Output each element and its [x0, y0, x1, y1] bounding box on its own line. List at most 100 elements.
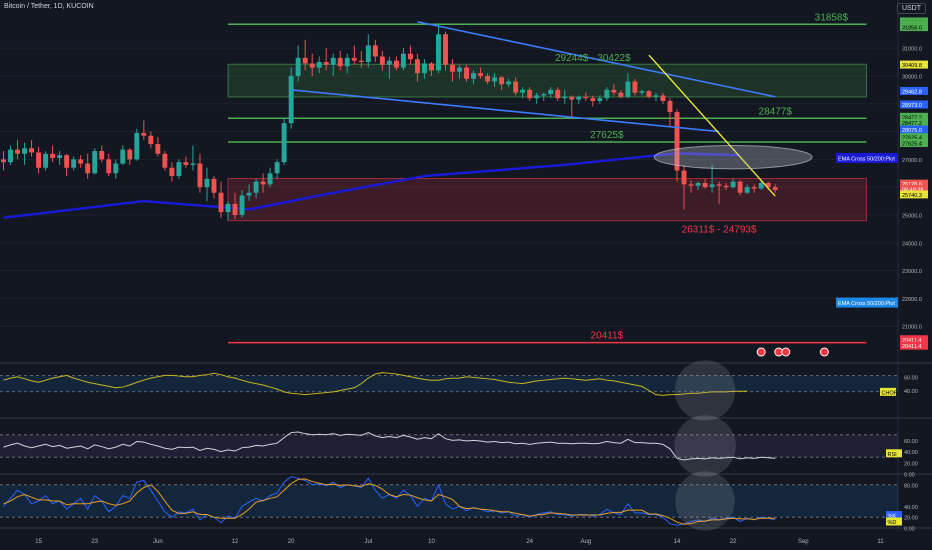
candle — [127, 149, 133, 160]
candle — [50, 153, 56, 158]
candle — [155, 144, 161, 154]
candle — [358, 60, 364, 63]
candle — [218, 192, 224, 213]
price-tick: 23000.0 — [902, 269, 922, 275]
candle — [653, 95, 659, 97]
time-tick: 12 — [232, 539, 239, 545]
candle — [267, 173, 273, 185]
candle — [302, 57, 308, 64]
price-label-bg — [900, 335, 928, 344]
candle — [393, 60, 399, 68]
candle — [429, 63, 434, 71]
candle — [492, 77, 498, 82]
ema-label-2: EMA Cross 50/200:Plot — [838, 301, 895, 307]
candle — [660, 95, 666, 101]
price-label: 28075.0 — [902, 128, 922, 134]
candle — [499, 77, 505, 85]
ema-label-2-bg — [836, 297, 898, 308]
price-label: 27625.4 — [902, 141, 922, 147]
candle — [71, 159, 77, 168]
candle — [169, 167, 175, 177]
price-label-bg — [900, 341, 928, 350]
candle — [730, 181, 736, 188]
stoch-tick: 40.00 — [904, 505, 918, 511]
candle — [330, 57, 336, 65]
candle — [386, 60, 392, 65]
time-tick: 15 — [35, 539, 42, 545]
time-tick: Sep — [798, 539, 809, 545]
time-tick: 20 — [288, 539, 295, 545]
price-label: 28477.2 — [902, 121, 922, 127]
price-tick: 30000.0 — [902, 74, 922, 80]
candle — [323, 62, 329, 65]
level-label-3: 20411$ — [591, 331, 624, 342]
candle — [92, 151, 98, 174]
time-tick: 24 — [526, 539, 533, 545]
d-tag-bg — [886, 517, 902, 526]
highlight-ellipse — [653, 144, 813, 170]
stoch-tick: 20.00 — [904, 516, 918, 522]
event-icon — [756, 347, 766, 357]
candle — [443, 34, 448, 65]
price-label-bg — [900, 112, 928, 121]
candle — [548, 89, 554, 95]
candle — [344, 57, 350, 67]
candle — [29, 148, 35, 153]
candle — [36, 152, 42, 168]
time-tick: 10 — [428, 539, 435, 545]
candle — [190, 163, 196, 165]
chop-line — [3, 372, 748, 396]
candle — [148, 135, 154, 145]
candle — [758, 183, 764, 189]
candle — [562, 96, 568, 99]
time-tick: Aug — [580, 539, 591, 545]
candle — [351, 57, 357, 61]
rsi-highlight — [674, 415, 736, 477]
candle — [197, 163, 203, 188]
price-label: 26128.6 — [902, 182, 922, 188]
candle — [765, 183, 771, 188]
candle — [702, 183, 708, 188]
ema-label-bg — [836, 152, 898, 163]
candle — [632, 81, 638, 93]
candle — [64, 155, 70, 168]
stoch-tick: 0.00 — [904, 527, 915, 533]
currency-button[interactable]: USDT — [896, 3, 926, 14]
candle — [379, 56, 385, 65]
candle — [414, 59, 420, 74]
candle — [555, 89, 561, 99]
chop-tag: CHOP — [882, 390, 898, 396]
price-tick: 22000.0 — [902, 297, 922, 303]
candle — [281, 123, 287, 163]
candle — [723, 185, 729, 188]
stoch-tick: 80.00 — [904, 483, 918, 489]
candle — [253, 181, 259, 193]
chop-highlight — [674, 360, 736, 421]
candle — [464, 67, 469, 79]
candle — [611, 89, 617, 93]
candle — [176, 162, 182, 177]
price-tick: 24000.0 — [902, 241, 922, 247]
price-label: 28477.2 — [902, 115, 922, 121]
zone-label-0: 29244$ - 30422$ — [555, 53, 631, 64]
candle — [106, 159, 112, 174]
time-tick: Jun — [153, 539, 163, 545]
price-label-bg — [900, 23, 928, 32]
candle — [309, 63, 315, 68]
candle — [646, 91, 652, 97]
candle — [485, 75, 491, 82]
candle — [8, 149, 13, 163]
candle — [695, 183, 701, 186]
candle — [436, 34, 441, 71]
candle — [239, 195, 245, 215]
price-tick: 25000.0 — [902, 213, 922, 219]
time-tick: Jul — [364, 539, 372, 545]
symbol-title: Bitcoin / Tether, 1D, KUCOIN — [4, 3, 94, 10]
candle — [604, 89, 610, 99]
candle — [639, 91, 645, 93]
candle — [513, 81, 519, 93]
candle — [113, 163, 119, 174]
channel-line-1 — [291, 89, 720, 133]
candle — [78, 159, 84, 164]
